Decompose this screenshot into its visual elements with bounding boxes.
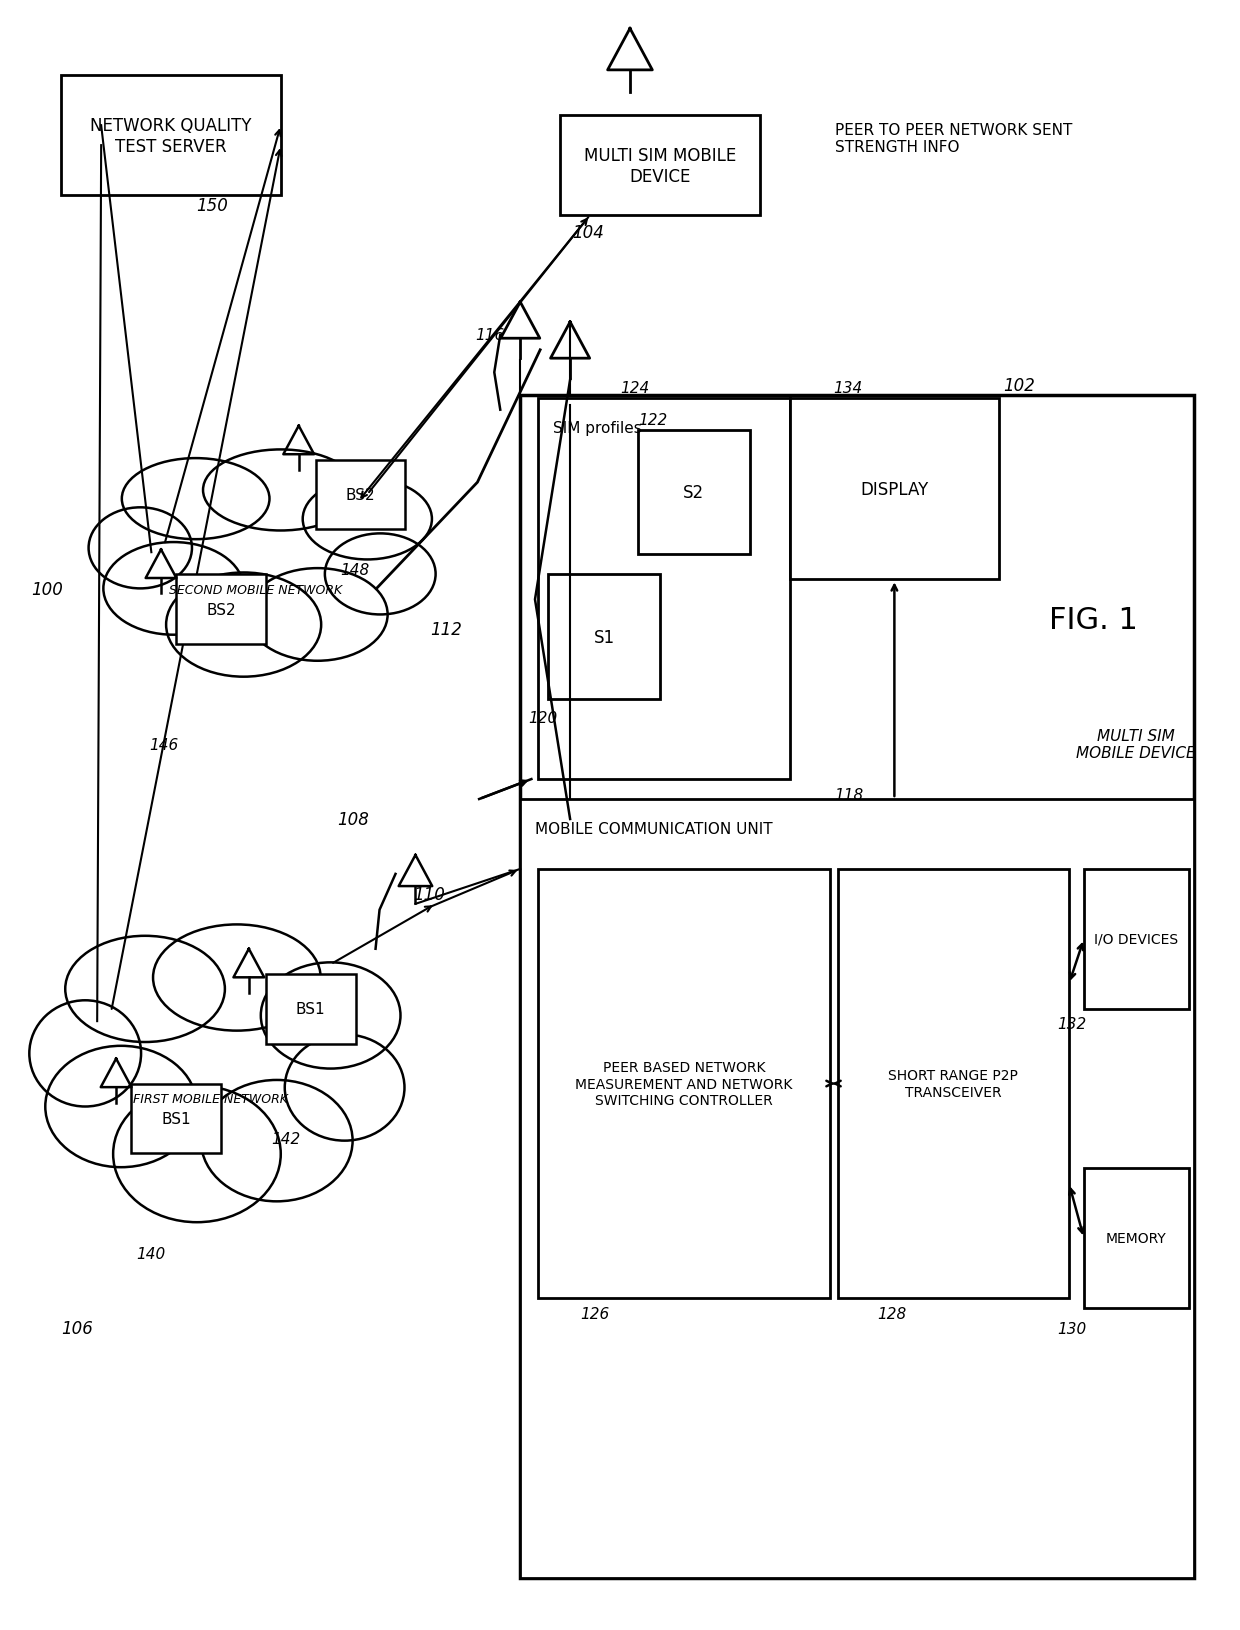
Text: SIM profiles: SIM profiles [553, 421, 642, 435]
Ellipse shape [122, 458, 269, 540]
Text: 126: 126 [580, 1306, 609, 1320]
Text: 146: 146 [149, 737, 179, 751]
Bar [837, 869, 1069, 1299]
Ellipse shape [285, 1035, 404, 1141]
Ellipse shape [325, 535, 435, 615]
Text: 128: 128 [878, 1306, 906, 1320]
Text: 120: 120 [528, 711, 558, 725]
Text: PEER BASED NETWORK
MEASUREMENT AND NETWORK
SWITCHING CONTROLLER: PEER BASED NETWORK MEASUREMENT AND NETWO… [575, 1061, 792, 1107]
Ellipse shape [46, 1046, 197, 1167]
Text: BS2: BS2 [346, 487, 376, 502]
Text: FIG. 1: FIG. 1 [1049, 605, 1138, 634]
Text: 148: 148 [341, 562, 370, 577]
Text: BS2: BS2 [206, 603, 236, 618]
Text: MULTI SIM MOBILE
DEVICE: MULTI SIM MOBILE DEVICE [584, 147, 737, 186]
Bar [131, 1084, 221, 1154]
Text: FIRST MOBILE NETWORK: FIRST MOBILE NETWORK [134, 1092, 289, 1105]
Ellipse shape [303, 479, 432, 561]
Text: S1: S1 [594, 629, 615, 647]
Text: PEER TO PEER NETWORK SENT
STRENGTH INFO: PEER TO PEER NETWORK SENT STRENGTH INFO [835, 122, 1071, 155]
Bar [538, 398, 790, 779]
Bar [1084, 1169, 1189, 1309]
Bar [521, 396, 1194, 1578]
Bar [637, 430, 750, 556]
Text: 140: 140 [136, 1245, 165, 1262]
Bar [790, 398, 999, 580]
Text: 108: 108 [337, 810, 370, 828]
Text: 118: 118 [835, 787, 864, 802]
Bar [560, 116, 760, 215]
Text: 106: 106 [61, 1319, 93, 1337]
Text: 122: 122 [637, 412, 667, 429]
Text: 100: 100 [31, 580, 63, 598]
Text: 134: 134 [833, 381, 862, 396]
Text: 124: 124 [620, 381, 650, 396]
Text: SECOND MOBILE NETWORK: SECOND MOBILE NETWORK [169, 584, 342, 597]
Text: 150: 150 [196, 197, 228, 215]
Text: BS1: BS1 [161, 1112, 191, 1126]
Ellipse shape [260, 963, 401, 1069]
Text: 142: 142 [270, 1131, 300, 1146]
Text: 104: 104 [572, 223, 604, 241]
Bar [316, 460, 405, 530]
Ellipse shape [153, 924, 321, 1032]
Text: 110: 110 [413, 885, 445, 903]
Text: S2: S2 [683, 484, 704, 502]
Ellipse shape [247, 569, 388, 662]
Ellipse shape [166, 574, 321, 678]
Ellipse shape [30, 1001, 141, 1107]
Text: 132: 132 [1056, 1017, 1086, 1032]
Text: MULTI SIM
MOBILE DEVICE: MULTI SIM MOBILE DEVICE [1076, 729, 1195, 761]
Text: 102: 102 [1003, 377, 1035, 394]
Bar [265, 975, 356, 1043]
Ellipse shape [113, 1086, 280, 1222]
Ellipse shape [66, 936, 224, 1042]
Ellipse shape [88, 509, 192, 588]
Bar [61, 77, 280, 196]
Text: SHORT RANGE P2P
TRANSCEIVER: SHORT RANGE P2P TRANSCEIVER [888, 1069, 1018, 1099]
Text: 116: 116 [475, 328, 505, 342]
Text: MOBILE COMMUNICATION UNIT: MOBILE COMMUNICATION UNIT [536, 822, 773, 836]
Text: BS1: BS1 [296, 1001, 326, 1017]
Bar [1084, 869, 1189, 1009]
Text: 112: 112 [430, 621, 463, 639]
Ellipse shape [201, 1081, 352, 1201]
Text: I/O DEVICES: I/O DEVICES [1094, 932, 1178, 945]
Text: NETWORK QUALITY
TEST SERVER: NETWORK QUALITY TEST SERVER [91, 117, 252, 155]
Text: DISPLAY: DISPLAY [861, 481, 929, 499]
Ellipse shape [103, 543, 243, 636]
Bar [538, 869, 830, 1299]
Text: 130: 130 [1056, 1320, 1086, 1337]
Bar [548, 575, 660, 699]
Ellipse shape [203, 450, 358, 531]
Bar [521, 800, 1194, 1578]
Text: MEMORY: MEMORY [1106, 1232, 1167, 1245]
Bar [176, 575, 265, 645]
